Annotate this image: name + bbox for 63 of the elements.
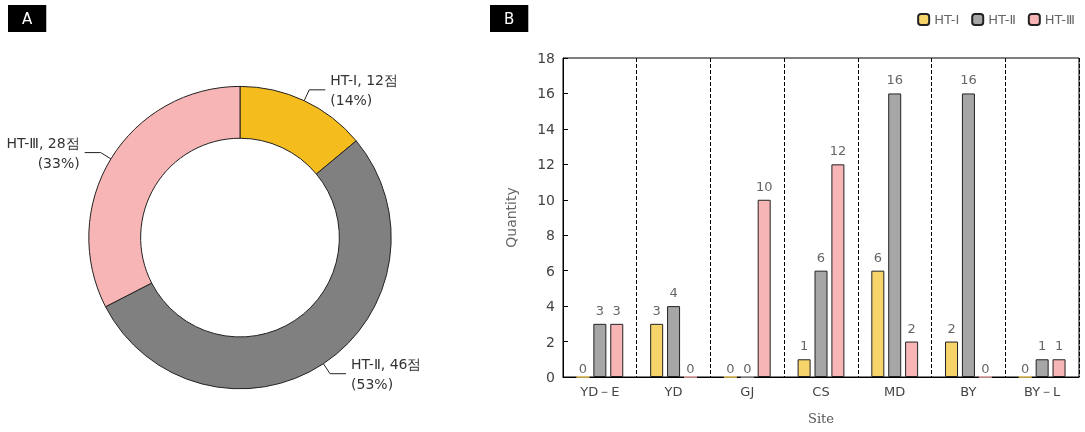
data-label: 1 [1038,338,1047,354]
bar [814,270,828,377]
data-label: 0 [726,360,735,376]
bar [888,93,902,377]
bar [1035,359,1049,377]
bar [593,323,607,377]
x-tick-label: YD [663,384,683,399]
x-tick-label: CS [812,384,830,399]
x-axis-title: Site [808,411,835,426]
data-label: 0 [743,360,752,376]
x-tick-label: GJ [740,384,755,399]
y-tick-label: 2 [546,333,555,350]
y-axis-title: Quantity [503,187,519,248]
data-label: 0 [686,360,695,376]
data-label: 3 [595,302,604,318]
bar [650,323,664,377]
chart-title: B [504,9,515,28]
x-tick-label: MD [884,384,906,399]
data-label: 10 [755,178,773,194]
x-tick-label: BY [960,384,977,399]
data-label: 16 [960,72,977,88]
bar [667,306,681,377]
y-tick-label: 4 [546,298,556,315]
y-tick-label: 0 [546,369,555,385]
data-label: 3 [612,302,621,318]
bar [757,199,771,377]
chart-title: A [22,9,33,28]
bar [945,341,959,377]
y-tick-label: 6 [546,262,556,279]
legend-label: HT-Ⅲ [1044,12,1076,27]
data-label: 3 [652,302,661,318]
y-tick-label: 12 [537,156,555,173]
data-label: 1 [1054,338,1064,354]
data-label: 2 [907,320,916,336]
bar [871,270,885,377]
data-label: 0 [981,360,990,376]
data-label: 4 [669,285,678,301]
bar [797,359,811,377]
y-tick-label: 10 [537,191,555,208]
data-label: 1 [799,338,809,354]
data-label: 0 [1021,360,1030,376]
data-label: 2 [947,320,956,336]
slice-label: HT-Ⅰ, 12점 (14%) [330,71,398,108]
slice-label: HT-Ⅲ, 28점 (33%) [6,134,80,171]
bar [1052,359,1066,377]
slice-label: HT-Ⅱ, 46점 (53%) [351,355,422,392]
x-tick-label: BY－L [1023,384,1062,399]
data-label: 6 [816,249,826,265]
bar [831,164,845,377]
y-tick-label: 14 [537,120,556,137]
x-tick-label: YD－E [579,384,620,399]
bar [961,93,975,377]
data-label: 0 [578,360,588,376]
data-label: 6 [873,249,882,265]
y-tick-label: 8 [546,227,555,244]
data-label: 16 [886,72,903,88]
legend-label: HT-Ⅰ [934,12,960,27]
y-tick-label: 16 [537,85,556,102]
legend-label: HT-Ⅱ [988,12,1016,27]
bar [905,341,919,377]
bar [610,323,624,377]
y-tick-label: 18 [537,50,555,66]
data-label: 12 [829,143,847,159]
